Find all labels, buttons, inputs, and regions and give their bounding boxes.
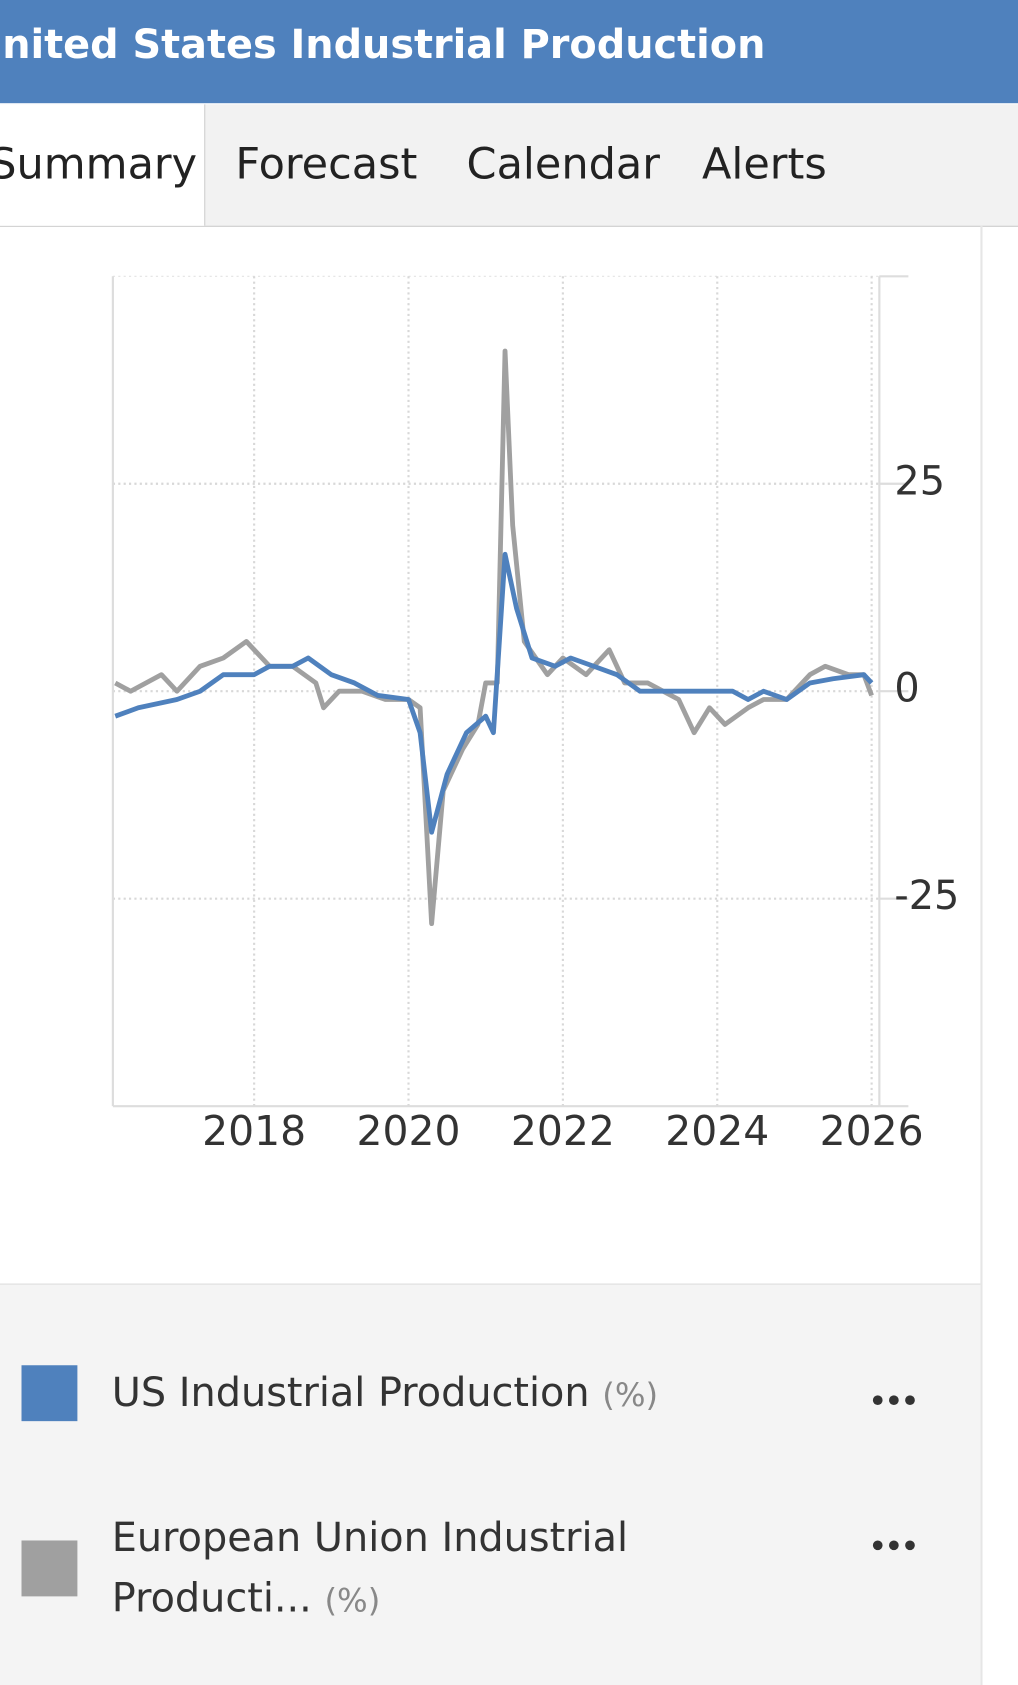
tab[interactable]: Forecast [235, 139, 418, 190]
legend-swatch [21, 1365, 78, 1422]
chart: 25 0 -25 2018 2020 2022 2024 2026 [111, 275, 959, 1155]
tab[interactable]: Calendar [466, 139, 660, 190]
y-tick-label: 0 [894, 666, 919, 712]
x-tick-label: 2020 [357, 1107, 461, 1155]
dot [905, 1395, 915, 1406]
x-tick-label: 2022 [511, 1107, 615, 1155]
x-tick-label: 2018 [202, 1107, 306, 1155]
more-menu[interactable] [872, 1389, 922, 1406]
tab[interactable]: Summary [0, 104, 206, 226]
dot [889, 1540, 899, 1551]
header-title: United States Industrial Production [0, 21, 766, 68]
legend-label: US Industrial Production [111, 1369, 590, 1416]
header: United States Industrial Production [0, 0, 1018, 104]
series-line [114, 551, 874, 835]
legend-swatch [21, 1540, 78, 1597]
y-tick-label: -25 [894, 873, 959, 919]
dot [872, 1395, 883, 1406]
divider [980, 225, 983, 1685]
legend-entry: European Union Industrial Producti... (%… [112, 1508, 671, 1632]
x-tick-label: 2026 [820, 1107, 924, 1155]
series-line [114, 348, 874, 927]
x-tick-label: 2024 [665, 1107, 769, 1155]
tab-bar: Summary Forecast Calendar Alerts [0, 104, 1018, 227]
legend: US Industrial Production (%) European Uni… [0, 1283, 981, 1685]
tab[interactable]: Alerts [701, 139, 827, 190]
y-tick-label: 25 [894, 458, 945, 504]
dot [872, 1540, 883, 1551]
dot [905, 1540, 915, 1551]
dot [889, 1395, 899, 1406]
legend-label: European Union Industrial Producti... [111, 1514, 629, 1622]
more-menu[interactable] [872, 1534, 922, 1551]
legend-unit: (%) [324, 1582, 381, 1621]
legend-entry: US Industrial Production (%) [112, 1363, 671, 1426]
legend-unit: (%) [602, 1377, 659, 1415]
